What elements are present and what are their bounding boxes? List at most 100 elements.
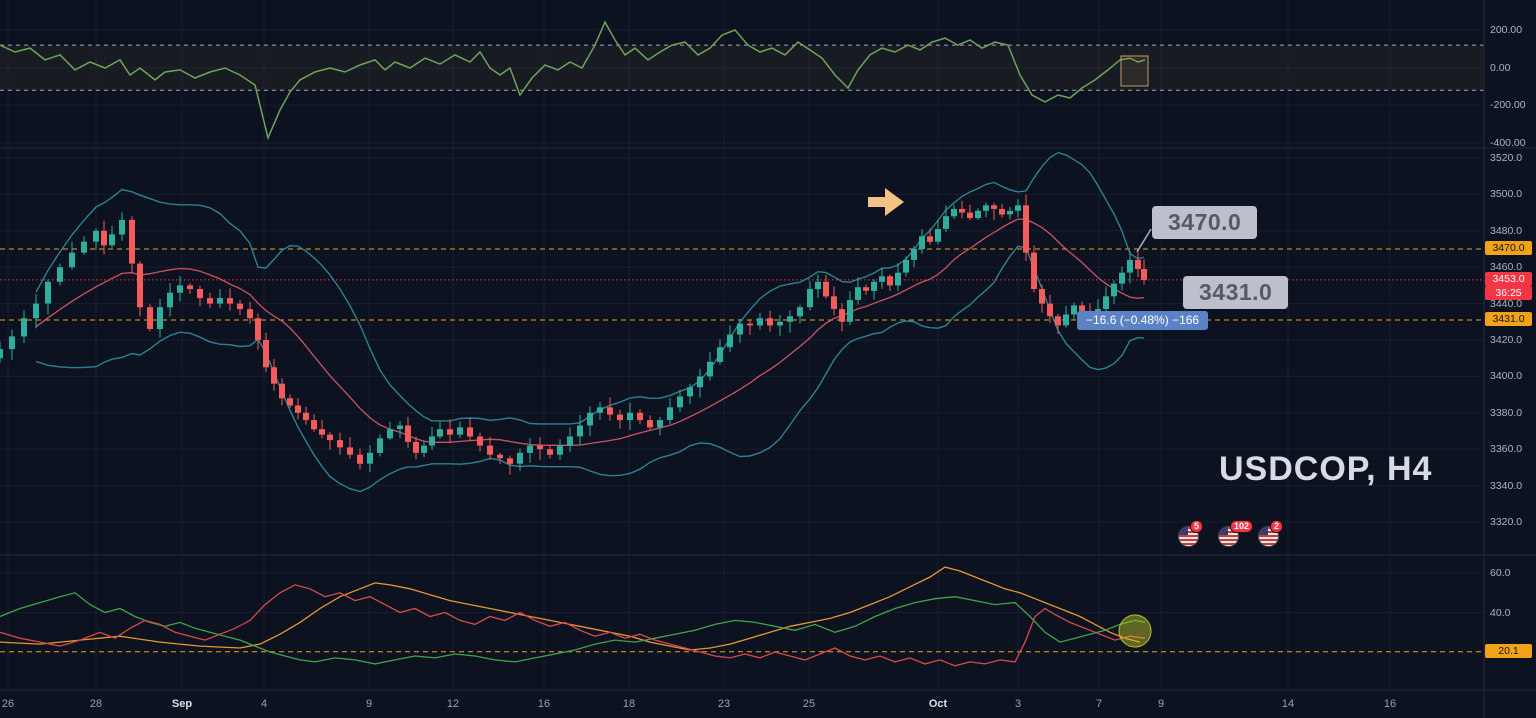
economic-event-flag-icon[interactable]: 5 [1178, 520, 1204, 547]
candle-body [271, 367, 277, 384]
candle-body [747, 323, 753, 326]
candle-body [657, 420, 663, 428]
time-tick-18[interactable]: 18 [622, 698, 636, 710]
time-tick-14[interactable]: 14 [1281, 698, 1295, 710]
price-tick-label: 3460.0 [1490, 261, 1523, 273]
candle-body [227, 298, 233, 304]
economic-event-flag-icon[interactable]: 2 [1258, 520, 1284, 547]
candle-body [839, 309, 845, 322]
time-tick-28[interactable]: 28 [89, 698, 103, 710]
candle-body [847, 300, 853, 322]
candle-body [57, 267, 63, 282]
candle-body [927, 236, 933, 242]
candle-body [81, 241, 87, 253]
price-tick-label: 40.0 [1490, 607, 1511, 619]
time-tick-oct[interactable]: Oct [928, 698, 948, 710]
price-tick-label: 3500.0 [1490, 188, 1523, 200]
candle-body [217, 298, 223, 304]
candle-body [247, 309, 253, 319]
candle-body [737, 323, 743, 335]
candle-body [687, 387, 693, 397]
candle-body [903, 259, 909, 273]
candle-body [295, 405, 301, 413]
candle-body [577, 425, 583, 437]
candle-body [497, 454, 503, 459]
candle-body [101, 230, 107, 246]
event-count-badge: 5 [1190, 520, 1204, 533]
highlight-circle [1118, 614, 1152, 648]
candle-body [517, 452, 523, 464]
minus-di-line [0, 584, 1146, 667]
price-tick-label: 200.00 [1490, 24, 1523, 36]
candle-body [397, 425, 403, 430]
time-tick-9[interactable]: 9 [365, 698, 373, 710]
candle-body [457, 427, 463, 435]
price-tick-label: 3360.0 [1490, 443, 1523, 455]
price-callout-resistance[interactable]: 3470.0 [1152, 206, 1258, 239]
candle-body [797, 307, 803, 317]
time-tick-sep[interactable]: Sep [171, 698, 193, 710]
candle-body [887, 276, 893, 286]
candle-body [815, 281, 821, 290]
candle-body [311, 420, 317, 430]
candle-body [467, 427, 473, 437]
time-tick-12[interactable]: 12 [446, 698, 460, 710]
candle-body [557, 445, 563, 455]
price-callout-support[interactable]: 3431.0 [1183, 276, 1289, 309]
candle-body [119, 219, 125, 235]
candle-body [1119, 272, 1125, 284]
candle-body [1055, 316, 1061, 326]
candle-body [45, 281, 51, 304]
economic-event-flag-icon[interactable]: 102 [1218, 520, 1254, 547]
candle-body [263, 340, 269, 368]
highlight-box [1120, 55, 1149, 87]
time-tick-25[interactable]: 25 [802, 698, 816, 710]
arrow-annotation[interactable] [868, 188, 904, 216]
time-tick-9[interactable]: 9 [1157, 698, 1165, 710]
candle-body [627, 412, 633, 421]
price-tick-label: 0.00 [1490, 62, 1511, 74]
candle-body [177, 285, 183, 293]
price-tick-label: 60.0 [1490, 567, 1511, 579]
candle-body [787, 316, 793, 322]
time-tick-3[interactable]: 3 [1014, 698, 1022, 710]
bollinger-upper-band [35, 151, 1145, 425]
candle-body [607, 407, 613, 415]
candle-body [33, 303, 39, 319]
candle-body [421, 445, 427, 453]
candle-body [167, 292, 173, 308]
candle-body [93, 230, 99, 242]
candle-body [1135, 259, 1141, 269]
time-tick-16[interactable]: 16 [537, 698, 551, 710]
candle-body [597, 407, 603, 413]
price-tick-label: -200.00 [1490, 99, 1526, 111]
candle-body [983, 205, 989, 211]
price-tick-label: 3400.0 [1490, 370, 1523, 382]
price-tick-label: 3520.0 [1490, 152, 1523, 164]
event-count-badge: 2 [1270, 520, 1284, 533]
time-tick-7[interactable]: 7 [1095, 698, 1103, 710]
candle-body [447, 429, 453, 435]
price-tick-label: 3340.0 [1490, 480, 1523, 492]
candle-body [879, 276, 885, 282]
candle-body [1007, 210, 1013, 215]
price-badge-34700: 3470.0 [1485, 241, 1532, 255]
candle-body [863, 287, 869, 291]
time-tick-26[interactable]: 26 [1, 698, 15, 710]
price-tick-label: 3480.0 [1490, 225, 1523, 237]
candle-body [727, 334, 733, 348]
time-tick-16[interactable]: 16 [1383, 698, 1397, 710]
candle-body [943, 216, 949, 229]
time-tick-23[interactable]: 23 [717, 698, 731, 710]
candle-body [1103, 296, 1109, 309]
callout-pointer [1136, 228, 1152, 253]
candle-body [567, 436, 573, 446]
price-tick-label: 3440.0 [1490, 298, 1523, 310]
time-tick-4[interactable]: 4 [260, 698, 268, 710]
candle-body [1063, 314, 1069, 326]
candle-body [109, 234, 115, 246]
candle-body [637, 412, 643, 421]
candlesticks[interactable] [0, 194, 1147, 475]
